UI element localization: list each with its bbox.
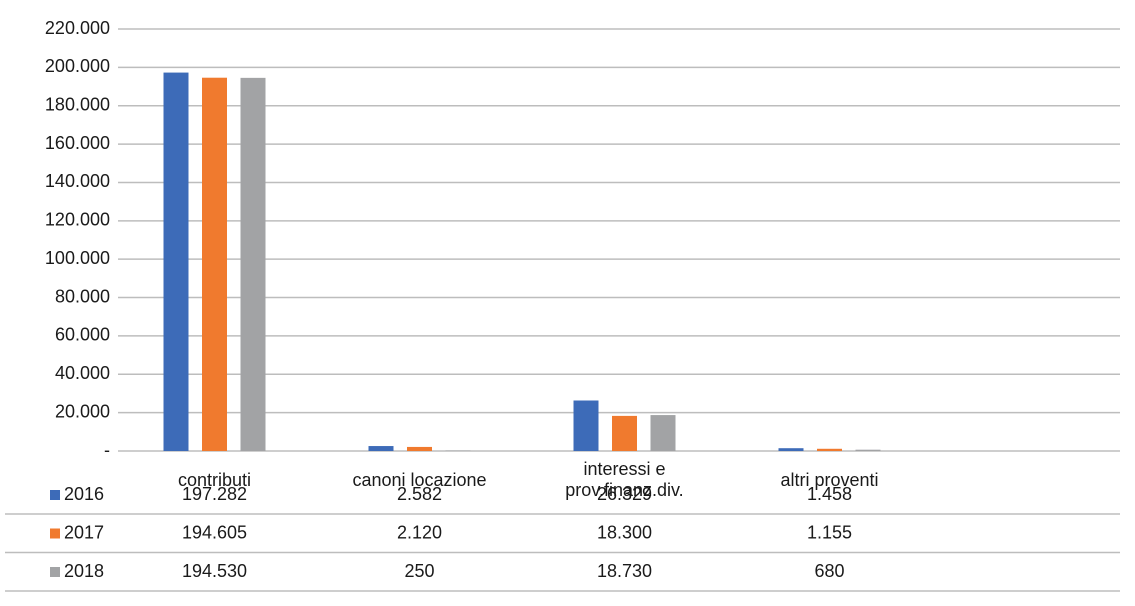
- table-value: 1.155: [807, 522, 852, 542]
- bar: [573, 400, 599, 451]
- table-value: 194.605: [182, 522, 247, 542]
- y-tick-label: 100.000: [45, 248, 110, 268]
- table-value: 18.300: [597, 522, 652, 542]
- y-tick-label: 120.000: [45, 210, 110, 230]
- table-value: 26.329: [597, 484, 652, 504]
- bar: [612, 415, 637, 451]
- y-tick-label: 160.000: [45, 133, 110, 153]
- bar: [817, 448, 842, 451]
- bar: [778, 448, 804, 451]
- legend-label: 2016: [64, 484, 104, 504]
- legend-label: 2018: [64, 561, 104, 581]
- y-tick-label: 60.000: [55, 325, 110, 345]
- bar: [163, 72, 189, 451]
- table-value: 194.530: [182, 561, 247, 581]
- bar: [202, 77, 227, 452]
- table-value: 197.282: [182, 484, 247, 504]
- y-tick-label: 80.000: [55, 286, 110, 306]
- y-tick-label: 140.000: [45, 171, 110, 191]
- legend-swatch: [50, 567, 60, 577]
- table-value: 1.458: [807, 484, 852, 504]
- bar: [650, 415, 676, 451]
- y-tick-label: -: [104, 440, 110, 460]
- x-tick-label: altri proventi: [780, 470, 879, 490]
- bar: [407, 446, 432, 451]
- x-tick-label: canoni locazione: [352, 470, 487, 490]
- table-value: 680: [814, 561, 844, 581]
- y-tick-label: 20.000: [55, 401, 110, 421]
- bar: [855, 449, 881, 451]
- legend-swatch: [50, 528, 60, 539]
- table-value: 250: [404, 561, 434, 581]
- legend-label: 2017: [64, 522, 104, 542]
- bar: [240, 77, 266, 452]
- x-tick-label: interessi e prov.finanz.div.: [565, 459, 684, 500]
- bar: [368, 446, 394, 451]
- legend-swatch: [50, 490, 60, 500]
- table-value: 18.730: [597, 561, 652, 581]
- table-value: 2.582: [397, 484, 442, 504]
- y-tick-label: 220.000: [45, 18, 110, 38]
- y-tick-label: 40.000: [55, 363, 110, 383]
- x-tick-label: contributi: [177, 470, 252, 490]
- y-tick-label: 180.000: [45, 94, 110, 114]
- y-tick-label: 200.000: [45, 56, 110, 76]
- table-value: 2.120: [397, 522, 442, 542]
